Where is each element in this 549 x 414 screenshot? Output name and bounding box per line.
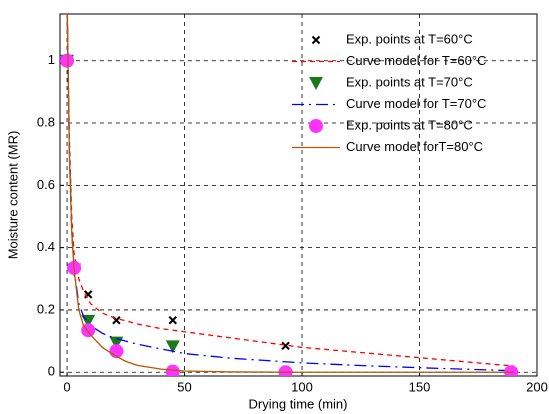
legend-label: Curve model for T=70°C (346, 96, 486, 111)
curve (66, 14, 514, 373)
legend-label: Exp. points at T=60°C (346, 31, 473, 46)
point (165, 340, 180, 354)
curve (66, 14, 514, 367)
legend-label: Curve model for T=60°C (346, 53, 486, 68)
legend-symbol (309, 119, 323, 133)
y-tick-label: 1 (48, 52, 55, 67)
x-tick-label: 150 (409, 379, 431, 394)
point (60, 53, 75, 68)
y-tick-label: 0.2 (37, 301, 55, 316)
legend-label: Exp. points at T=80°C (346, 117, 473, 132)
legend-symbol (311, 35, 321, 45)
y-tick-label: 0.6 (37, 177, 55, 192)
y-tick-label: 0.8 (37, 114, 55, 129)
point (165, 364, 180, 376)
plot-area (60, 14, 537, 376)
plot-frame (59, 13, 538, 377)
plot-layer (60, 14, 519, 376)
legend-label: Exp. points at T=70°C (346, 74, 473, 89)
y-tick-label: 0 (48, 364, 55, 379)
x-tick-label: 200 (526, 379, 548, 394)
point (504, 365, 519, 376)
point (278, 365, 293, 376)
y-tick-label: 0.4 (37, 239, 55, 254)
y-axis-label: Moisture content (MR) (5, 131, 20, 260)
x-axis-label: Drying time (min) (249, 396, 348, 411)
legend-symbol (309, 77, 323, 90)
x-tick-label: 0 (63, 379, 70, 394)
x-tick-label: 50 (177, 379, 191, 394)
legend-label: Curve model forT=80°C (346, 139, 483, 154)
point (168, 316, 177, 325)
x-tick-label: 100 (291, 379, 313, 394)
point (281, 341, 290, 350)
